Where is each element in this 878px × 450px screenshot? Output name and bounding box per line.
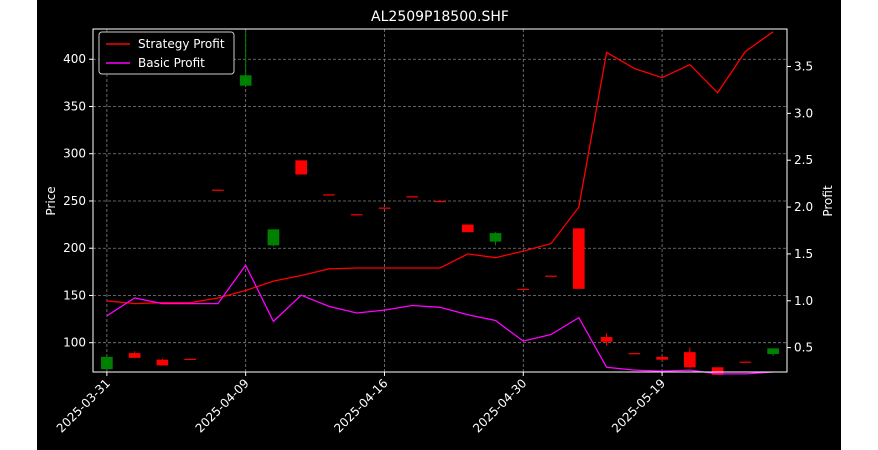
candle-body [572,228,585,289]
candle-body [684,352,696,368]
candle-body [128,353,141,358]
right-tick-label: 3.0 [794,106,813,120]
left-tick-label: 100 [63,336,86,350]
left-axis-label: Price [44,186,58,215]
profit-lines [106,31,774,375]
legend-basic-label: Basic Profit [138,56,205,70]
candle-body [489,233,502,242]
candle-body [212,189,224,191]
candle-body [184,358,196,360]
right-tick-label: 1.0 [794,294,813,308]
left-axis: 100 150 200 250 300 350 400 [63,52,93,350]
candle-body [406,196,419,198]
right-tick-label: 1.5 [794,247,813,261]
left-tick-label: 200 [63,241,86,255]
candle-body [545,275,557,277]
candle-body [600,337,613,342]
candle-body [239,75,252,86]
legend-box [98,31,235,75]
candle-body [267,229,280,246]
left-tick-label: 150 [63,288,86,302]
candle-body [656,356,668,360]
right-axis: 0.5 1.0 1.5 2.0 2.5 3.0 3.5 [787,59,813,355]
candle-body [295,160,308,175]
legend-strategy-label: Strategy Profit [138,37,225,51]
candle-body [101,356,113,370]
candle-body [517,288,530,291]
plot-area [93,29,787,372]
right-tick-label: 3.5 [794,59,813,73]
left-tick-label: 350 [63,99,86,113]
right-tick-label: 2.5 [794,153,813,167]
strategy-profit-line [106,31,774,305]
left-tick-label: 250 [63,194,86,208]
candle-body [711,367,724,375]
candle-body [378,207,391,209]
candlesticks [101,30,779,375]
candle-body [739,361,752,363]
candle-body [461,224,474,233]
right-tick-label: 2.0 [794,200,813,214]
left-tick-label: 300 [63,147,86,161]
candle-body [628,353,641,355]
right-tick-label: 0.5 [794,341,813,355]
candle-body [323,194,335,196]
left-tick-label: 400 [63,52,86,66]
candle-body [434,200,446,203]
basic-profit-line [106,263,774,375]
candle-body [156,359,169,366]
candle-body [767,348,779,355]
chart-title: AL2509P18500.SHF [371,9,509,25]
legend: Strategy Profit Basic Profit [98,31,235,75]
right-axis-label: Profit [821,185,835,217]
candle-body [350,214,363,216]
